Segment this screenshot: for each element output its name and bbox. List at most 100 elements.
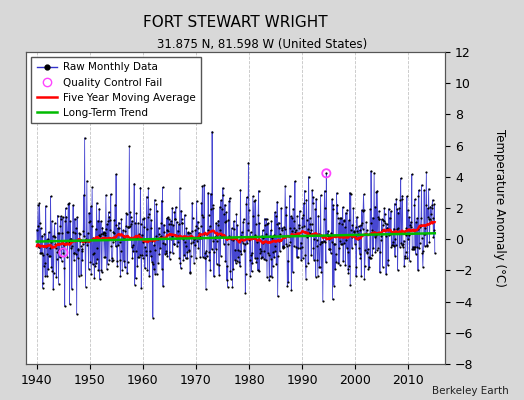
Point (174, 233, 183, 240)
Point (356, 255, 365, 262)
Point (270, 243, 279, 249)
Point (72, 225, 80, 232)
Point (337, 241, 345, 248)
Point (360, 207, 368, 214)
Point (89, 251, 97, 257)
Point (253, 238, 261, 245)
Point (410, 246, 418, 252)
Point (310, 236, 319, 242)
Point (407, 219, 415, 225)
Point (119, 258, 128, 264)
Point (280, 224, 288, 230)
Point (281, 183, 289, 189)
Point (189, 236, 198, 242)
Point (417, 182, 425, 188)
Point (405, 214, 413, 221)
Point (320, 216, 329, 222)
Point (107, 243, 115, 249)
Point (215, 272, 223, 278)
Point (208, 128, 216, 135)
Point (352, 224, 360, 231)
Point (196, 234, 205, 241)
Point (257, 248, 265, 254)
Point (46, 245, 54, 252)
Point (83, 242, 92, 248)
Point (228, 284, 237, 291)
Point (139, 239, 148, 245)
Point (348, 245, 356, 251)
Point (118, 232, 127, 239)
Point (78, 246, 86, 252)
Point (179, 236, 187, 242)
Point (140, 224, 148, 230)
Point (317, 269, 325, 275)
Point (307, 227, 315, 234)
Point (152, 233, 160, 239)
Point (54, 280, 63, 287)
Point (372, 232, 380, 238)
Point (126, 223, 134, 229)
Point (258, 227, 267, 234)
Point (79, 228, 88, 234)
Point (34, 223, 42, 229)
Point (295, 225, 303, 231)
Point (152, 201, 160, 208)
Point (312, 236, 321, 243)
Point (223, 277, 231, 283)
Point (193, 238, 201, 244)
Point (320, 238, 328, 244)
Point (311, 274, 320, 280)
Point (394, 267, 402, 273)
Point (174, 238, 182, 245)
Point (386, 230, 395, 237)
Point (117, 247, 125, 254)
Point (339, 258, 347, 264)
Point (421, 231, 430, 237)
Point (112, 171, 120, 177)
Point (422, 169, 431, 176)
Point (358, 225, 367, 232)
Point (390, 200, 399, 207)
Point (35, 244, 43, 250)
Point (400, 263, 408, 270)
Point (225, 232, 234, 239)
Point (74, 246, 82, 252)
Point (166, 218, 174, 224)
Point (389, 238, 397, 245)
Point (278, 225, 286, 232)
Point (329, 296, 337, 303)
Point (266, 273, 274, 279)
Point (289, 225, 298, 231)
Point (77, 272, 85, 278)
Point (204, 190, 212, 196)
Point (115, 225, 123, 232)
Point (169, 250, 177, 256)
Point (337, 215, 345, 221)
Point (211, 234, 220, 240)
Point (73, 254, 82, 261)
Point (151, 246, 160, 253)
Point (66, 301, 74, 308)
Point (251, 255, 259, 261)
Point (221, 201, 229, 208)
Point (303, 217, 311, 223)
Point (52, 274, 60, 280)
Point (143, 193, 151, 200)
Point (207, 206, 215, 212)
Point (283, 282, 291, 289)
Point (203, 226, 212, 233)
Point (68, 243, 77, 249)
Point (159, 239, 168, 246)
Point (240, 247, 248, 253)
Point (160, 229, 169, 235)
Point (326, 250, 335, 256)
Point (99, 231, 107, 237)
Point (406, 258, 414, 264)
Point (336, 215, 344, 221)
Point (221, 258, 230, 264)
Point (427, 218, 435, 224)
Point (240, 248, 248, 254)
Point (103, 266, 111, 272)
Point (70, 250, 79, 256)
Point (282, 204, 291, 210)
